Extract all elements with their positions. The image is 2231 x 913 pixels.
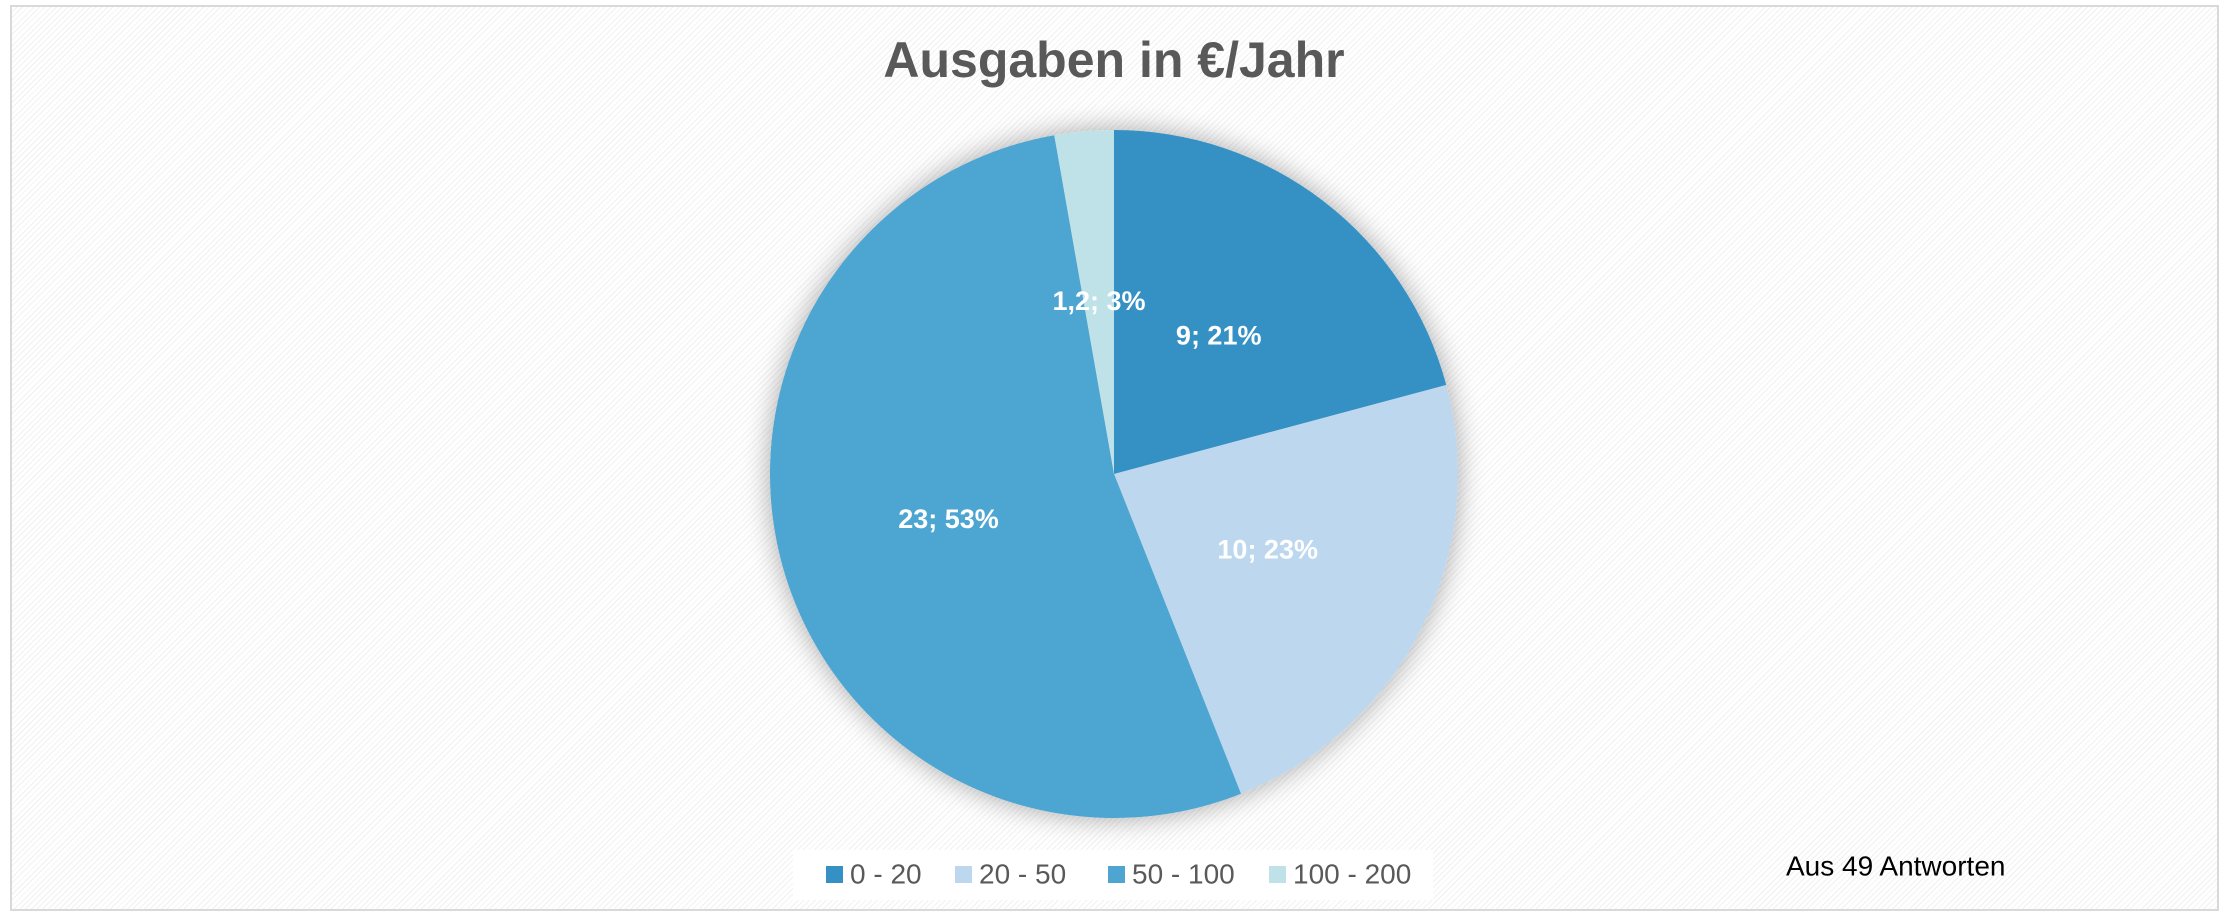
legend-swatch [1269, 866, 1286, 883]
data-label: 10; 23% [1217, 534, 1318, 564]
legend-label: 50 - 100 [1132, 858, 1235, 889]
chart-title: Ausgaben in €/Jahr [883, 32, 1344, 88]
pie-slice [1114, 384, 1458, 794]
legend-label: 20 - 50 [979, 858, 1066, 889]
pie-slice [1114, 130, 1447, 474]
pie [770, 130, 1458, 818]
legend-swatch [1108, 866, 1125, 883]
pie-slice [1054, 130, 1114, 474]
data-label: 1,2; 3% [1052, 286, 1145, 316]
legend-swatch [826, 866, 843, 883]
legend-swatch [955, 866, 972, 883]
legend-label: 100 - 200 [1293, 858, 1411, 889]
data-label: 9; 21% [1176, 321, 1262, 351]
annotation: Aus 49 Antworten [1786, 850, 2005, 881]
data-label: 23; 53% [898, 504, 999, 534]
pie-slice [770, 135, 1242, 818]
legend-label: 0 - 20 [850, 858, 922, 889]
